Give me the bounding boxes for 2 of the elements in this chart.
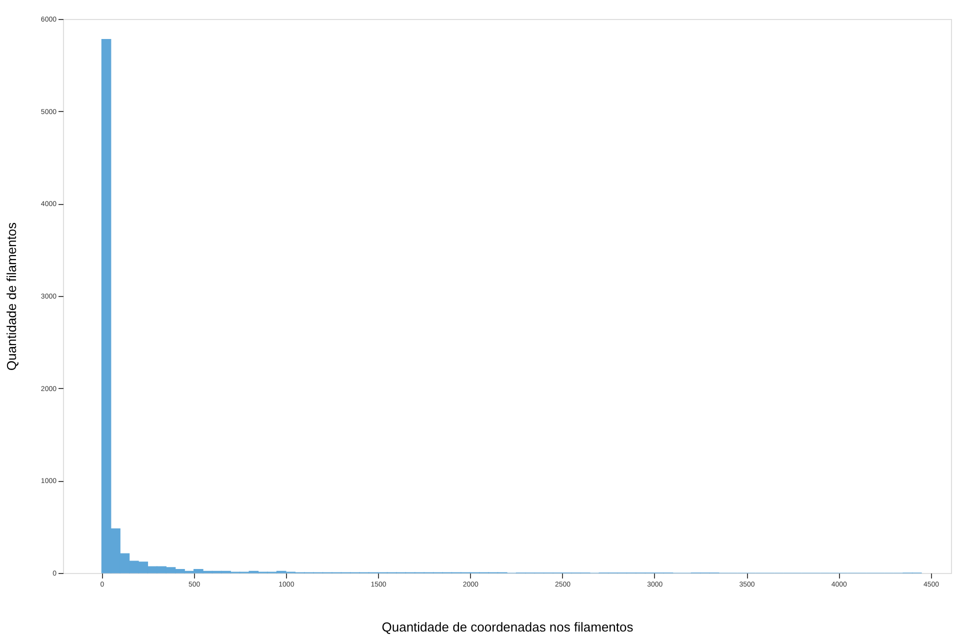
y-axis-title: Quantidade de filamentos xyxy=(4,222,19,371)
x-axis-title: Quantidade de coordenadas nos filamentos xyxy=(382,620,634,634)
